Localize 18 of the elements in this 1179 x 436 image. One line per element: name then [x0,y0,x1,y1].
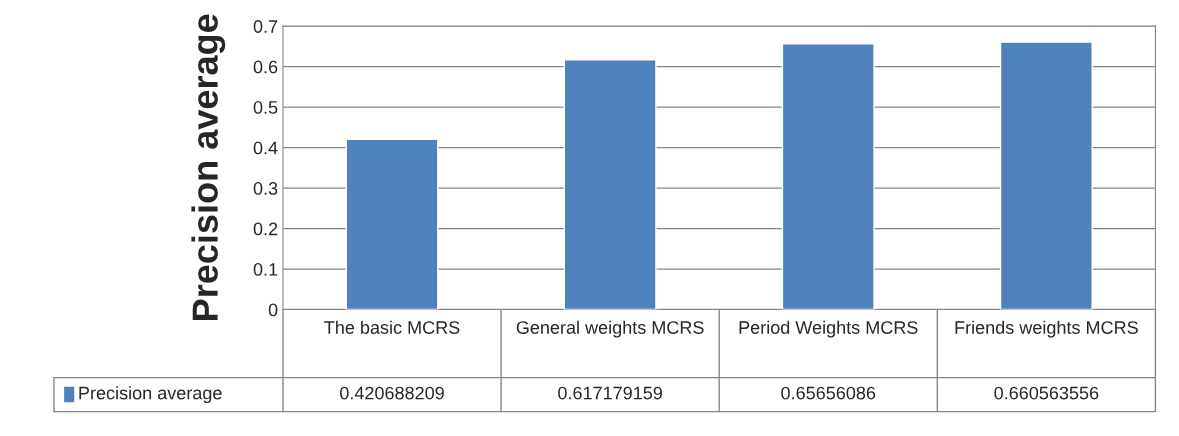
data-label: 0.660563556 [994,386,1099,400]
x-tick-label: General weights MCRS [516,320,704,338]
data-label: 0.617179159 [558,386,662,400]
data-label: 0.420688209 [340,386,444,400]
data-label: 0.65656086 [781,386,876,400]
y-tick-label: 0.6 [253,60,278,74]
y-tick-label: 0.4 [253,141,278,155]
legend-label: Precision average [79,386,222,403]
y-tick-label: 0.2 [253,222,278,236]
x-tick-label: Friends weights MCRS [955,320,1138,338]
x-tick-label: Period Weights MCRS [739,320,918,338]
x-tick-label: The basic MCRS [324,320,460,334]
y-axis-title: Precision average [191,14,226,320]
y-tick-label: 0 [268,303,278,317]
y-tick-label: 0.3 [253,182,278,195]
y-tick-label: 0.5 [253,101,278,114]
y-tick-label: 0.1 [253,263,278,276]
y-tick-label: 0.7 [253,20,278,33]
